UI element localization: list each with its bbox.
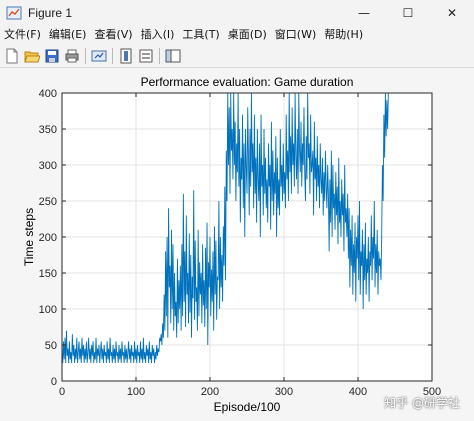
- menu-window[interactable]: 窗口(W): [274, 28, 317, 41]
- maximize-button[interactable]: ☐: [402, 6, 414, 20]
- new-figure-icon: [6, 48, 18, 63]
- close-button[interactable]: ✕: [446, 6, 458, 20]
- watermark: 知乎 @研学社: [384, 396, 460, 410]
- link-plot-button[interactable]: [90, 47, 108, 65]
- y-tick-label: 200: [39, 232, 57, 244]
- legend-icon: [139, 49, 153, 62]
- x-tick-label: 300: [275, 386, 293, 398]
- colorbar-button[interactable]: [117, 47, 135, 65]
- y-tick-label: 100: [39, 304, 57, 316]
- y-axis-label: Time steps: [22, 208, 36, 266]
- window-title: Figure 1: [28, 6, 73, 20]
- print-icon: [65, 49, 79, 62]
- colorbar-icon: [120, 48, 132, 63]
- menu-desktop[interactable]: 桌面(D): [227, 28, 267, 41]
- y-tick-label: 400: [39, 88, 57, 100]
- chart-title: Performance evaluation: Game duration: [141, 75, 354, 89]
- menu-tools[interactable]: 工具(T): [182, 28, 220, 41]
- minimize-button[interactable]: —: [358, 6, 370, 20]
- toolbar-separator: [85, 47, 86, 64]
- menu-view[interactable]: 查看(V): [94, 28, 133, 41]
- dock-panel-icon: [165, 49, 181, 62]
- x-tick-label: 400: [349, 386, 367, 398]
- menu-insert[interactable]: 插入(I): [140, 28, 175, 41]
- x-tick-label: 500: [423, 386, 441, 398]
- open-file-icon: [24, 51, 40, 62]
- open-file-button[interactable]: [23, 47, 41, 65]
- menu-file[interactable]: 文件(F): [4, 28, 41, 41]
- y-tick-label: 250: [39, 196, 57, 208]
- x-tick-label: 0: [59, 386, 65, 398]
- y-tick-label: 350: [39, 124, 57, 136]
- line-chart: 0 100 200 300 400 500 0 50 100 150 200 250 300 350 400…: [22, 75, 441, 414]
- y-tick-label: 300: [39, 160, 57, 172]
- x-tick-label: 100: [127, 386, 145, 398]
- menu-edit[interactable]: 编辑(E): [48, 28, 87, 41]
- save-button[interactable]: [43, 47, 61, 65]
- series-line: [62, 93, 389, 364]
- x-axis-label: Episode/100: [214, 400, 281, 414]
- title-bar[interactable]: Figure 1 — ☐ ✕: [0, 0, 474, 26]
- x-tick-label: 200: [201, 386, 219, 398]
- figure-canvas[interactable]: 0 100 200 300 400 500 0 50 100 150 200 250 300 350 400…: [0, 68, 474, 421]
- menu-help[interactable]: 帮助(H): [324, 28, 364, 41]
- save-icon: [45, 49, 59, 62]
- toolbar-separator: [112, 47, 113, 64]
- dock-panel-button[interactable]: [164, 47, 182, 65]
- window-controls: — ☐ ✕: [342, 0, 474, 26]
- toolbar-separator: [159, 47, 160, 64]
- legend-button[interactable]: [137, 47, 155, 65]
- menu-bar: 文件(F) 编辑(E) 查看(V) 插入(I) 工具(T) 桌面(D) 窗口(W…: [0, 26, 474, 44]
- y-tick-label: 0: [51, 376, 57, 388]
- new-figure-button[interactable]: [3, 47, 21, 65]
- matlab-figure-icon: [6, 6, 22, 20]
- link-plot-icon: [91, 50, 107, 61]
- print-button[interactable]: [63, 47, 81, 65]
- y-tick-label: 150: [39, 268, 57, 280]
- toolbar: [0, 44, 474, 68]
- y-tick-label: 50: [45, 340, 57, 352]
